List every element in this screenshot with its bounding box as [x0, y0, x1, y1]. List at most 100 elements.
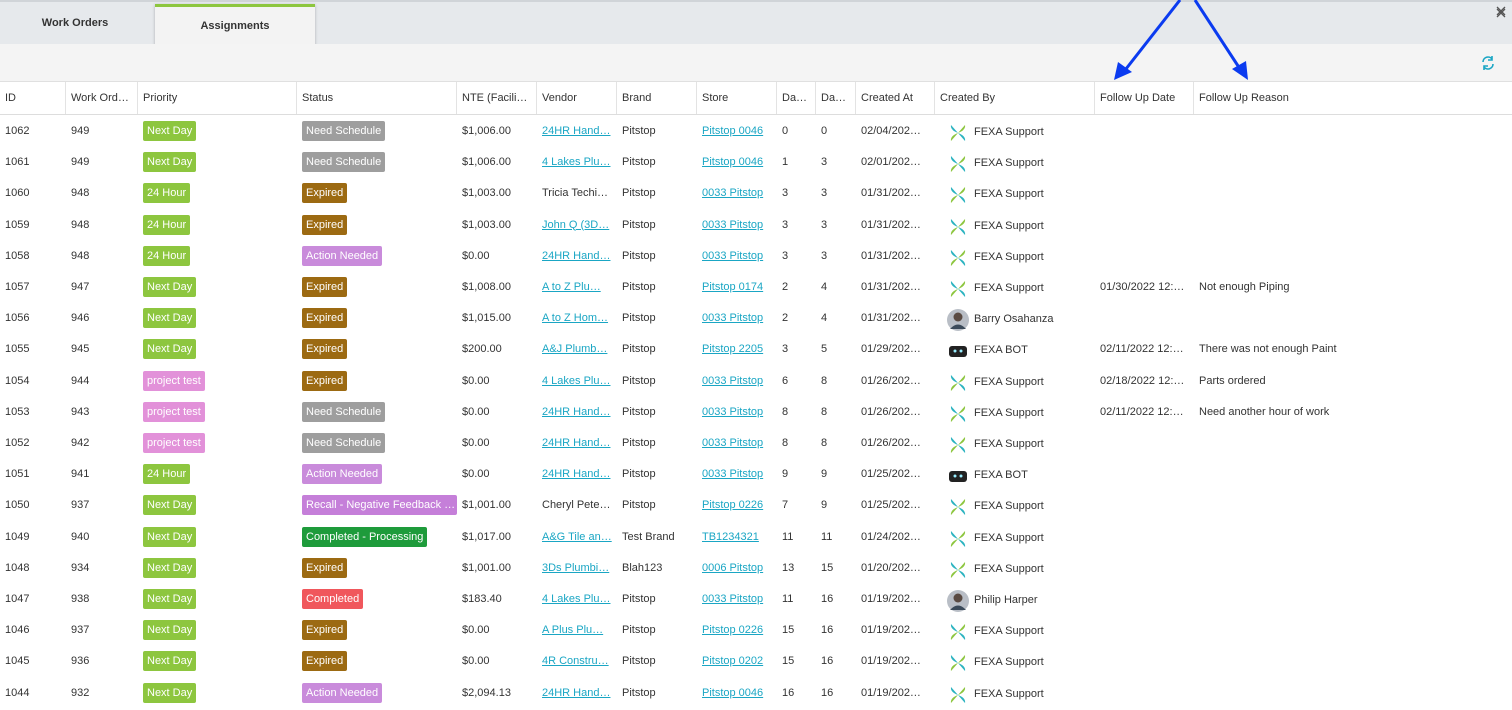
- table-row[interactable]: 1062949Next DayNeed Schedule$1,006.0024H…: [0, 116, 1512, 147]
- table-row[interactable]: 1055945Next DayExpired$200.00A&J Plumb…P…: [0, 334, 1512, 365]
- column-header[interactable]: Created By: [935, 82, 1095, 114]
- avatar: [947, 590, 969, 612]
- avatar: [947, 247, 969, 269]
- store-link[interactable]: 0033 Pitstop: [702, 459, 763, 490]
- vendor-link[interactable]: 4 Lakes Plu…: [542, 147, 610, 178]
- vendor-link[interactable]: A to Z Hom…: [542, 303, 608, 334]
- table-row[interactable]: 1057947Next DayExpired$1,008.00A to Z Pl…: [0, 272, 1512, 303]
- days-b: 3: [821, 210, 827, 241]
- store-link[interactable]: 0033 Pitstop: [702, 178, 763, 209]
- brand: Blah123: [622, 553, 662, 584]
- table-row[interactable]: 1047938Next DayCompleted$183.404 Lakes P…: [0, 584, 1512, 615]
- table-row[interactable]: 1045936Next DayExpired$0.004R Constru…Pi…: [0, 646, 1512, 677]
- table-row[interactable]: 1050937Next DayRecall - Negative Feedbac…: [0, 490, 1512, 521]
- column-header[interactable]: Follow Up Reason: [1194, 82, 1512, 114]
- column-header[interactable]: Created At: [856, 82, 935, 114]
- vendor-link[interactable]: 24HR Hand…: [542, 241, 610, 272]
- status-badge: Need Schedule: [302, 402, 385, 422]
- store-link[interactable]: 0033 Pitstop: [702, 303, 763, 334]
- vendor-link[interactable]: A Plus Plu…: [542, 615, 603, 646]
- store-link[interactable]: Pitstop 2205: [702, 334, 763, 365]
- vendor-link[interactable]: 24HR Hand…: [542, 678, 610, 709]
- store-link[interactable]: 0033 Pitstop: [702, 397, 763, 428]
- store-link[interactable]: Pitstop 0046: [702, 678, 763, 709]
- table-row[interactable]: 1048934Next DayExpired$1,001.003Ds Plumb…: [0, 553, 1512, 584]
- table-row[interactable]: 1056946Next DayExpired$1,015.00A to Z Ho…: [0, 303, 1512, 334]
- store-link[interactable]: Pitstop 0046: [702, 147, 763, 178]
- follow-up-reason: Need another hour of work: [1199, 397, 1329, 428]
- column-header[interactable]: Vendor: [537, 82, 617, 114]
- column-header[interactable]: Status: [297, 82, 457, 114]
- tab-close[interactable]: [1496, 6, 1506, 16]
- priority-badge: project test: [143, 402, 205, 422]
- vendor-link[interactable]: 24HR Hand…: [542, 459, 610, 490]
- status-badge: Expired: [302, 339, 347, 359]
- days-b: 9: [821, 490, 827, 521]
- table-row[interactable]: 1044932Next DayAction Needed$2,094.1324H…: [0, 678, 1512, 709]
- table-row[interactable]: 1046937Next DayExpired$0.00A Plus Plu…Pi…: [0, 615, 1512, 646]
- table-row[interactable]: 106094824 HourExpired$1,003.00Tricia Tec…: [0, 178, 1512, 209]
- tab-bar: Work OrdersAssignments: [0, 0, 1512, 44]
- status-badge: Expired: [302, 651, 347, 671]
- column-header[interactable]: NTE (Facili…: [457, 82, 537, 114]
- vendor-link[interactable]: 24HR Hand…: [542, 116, 610, 147]
- column-header[interactable]: Store: [697, 82, 777, 114]
- column-header[interactable]: Work Ord…: [66, 82, 138, 114]
- vendor-link[interactable]: A&J Plumb…: [542, 334, 607, 365]
- id: 1049: [5, 522, 29, 553]
- priority-badge: project test: [143, 433, 205, 453]
- store-link[interactable]: Pitstop 0046: [702, 116, 763, 147]
- store-link[interactable]: Pitstop 0174: [702, 272, 763, 303]
- nte: $0.00: [462, 615, 490, 646]
- table-header: IDWork Ord…PriorityStatusNTE (Facili…Ven…: [0, 82, 1512, 115]
- column-header[interactable]: Priority: [138, 82, 297, 114]
- status-badge: Need Schedule: [302, 121, 385, 141]
- store-link[interactable]: Pitstop 0226: [702, 615, 763, 646]
- nte: $1,003.00: [462, 178, 511, 209]
- table-row[interactable]: 1049940Next DayCompleted - Processing$1,…: [0, 522, 1512, 553]
- column-header[interactable]: ID: [0, 82, 66, 114]
- vendor-link[interactable]: 24HR Hand…: [542, 397, 610, 428]
- store-link[interactable]: 0033 Pitstop: [702, 210, 763, 241]
- vendor-link[interactable]: 3Ds Plumbi…: [542, 553, 609, 584]
- vendor-link[interactable]: 4 Lakes Plu…: [542, 584, 610, 615]
- work-order: 942: [71, 428, 89, 459]
- store-link[interactable]: 0006 Pitstop: [702, 553, 763, 584]
- refresh-icon[interactable]: [1480, 55, 1496, 71]
- work-order: 943: [71, 397, 89, 428]
- brand: Pitstop: [622, 272, 656, 303]
- store-link[interactable]: Pitstop 0226: [702, 490, 763, 521]
- id: 1057: [5, 272, 29, 303]
- vendor-link[interactable]: 4 Lakes Plu…: [542, 366, 610, 397]
- days-a: 0: [782, 116, 788, 147]
- tab[interactable]: Assignments: [155, 4, 315, 46]
- vendor-link[interactable]: 4R Constru…: [542, 646, 609, 677]
- vendor-link[interactable]: A to Z Plu…: [542, 272, 601, 303]
- store-link[interactable]: TB1234321: [702, 522, 759, 553]
- table-row[interactable]: 1054944project testExpired$0.004 Lakes P…: [0, 366, 1512, 397]
- store-link[interactable]: 0033 Pitstop: [702, 428, 763, 459]
- column-header[interactable]: Da…: [816, 82, 856, 114]
- column-header[interactable]: Brand: [617, 82, 697, 114]
- vendor-link[interactable]: 24HR Hand…: [542, 428, 610, 459]
- created-by: FEXA Support: [974, 647, 1044, 678]
- store-link[interactable]: 0033 Pitstop: [702, 366, 763, 397]
- column-header[interactable]: Da…: [777, 82, 816, 114]
- created-at: 01/25/202…: [861, 459, 921, 490]
- tab[interactable]: Work Orders: [0, 4, 155, 46]
- table-row[interactable]: 105994824 HourExpired$1,003.00John Q (3D…: [0, 210, 1512, 241]
- table-row[interactable]: 1053943project testNeed Schedule$0.0024H…: [0, 397, 1512, 428]
- table-row[interactable]: 105194124 HourAction Needed$0.0024HR Han…: [0, 459, 1512, 490]
- store-link[interactable]: Pitstop 0202: [702, 646, 763, 677]
- status-badge: Expired: [302, 308, 347, 328]
- store-link[interactable]: 0033 Pitstop: [702, 241, 763, 272]
- created-at: 01/26/202…: [861, 428, 921, 459]
- store-link[interactable]: 0033 Pitstop: [702, 584, 763, 615]
- vendor-link[interactable]: A&G Tile an…: [542, 522, 612, 553]
- column-header[interactable]: Follow Up Date: [1095, 82, 1194, 114]
- table-row[interactable]: 105894824 HourAction Needed$0.0024HR Han…: [0, 241, 1512, 272]
- table-row[interactable]: 1052942project testNeed Schedule$0.0024H…: [0, 428, 1512, 459]
- table-row[interactable]: 1061949Next DayNeed Schedule$1,006.004 L…: [0, 147, 1512, 178]
- vendor-link[interactable]: John Q (3D…: [542, 210, 609, 241]
- created-at: 01/31/202…: [861, 178, 921, 209]
